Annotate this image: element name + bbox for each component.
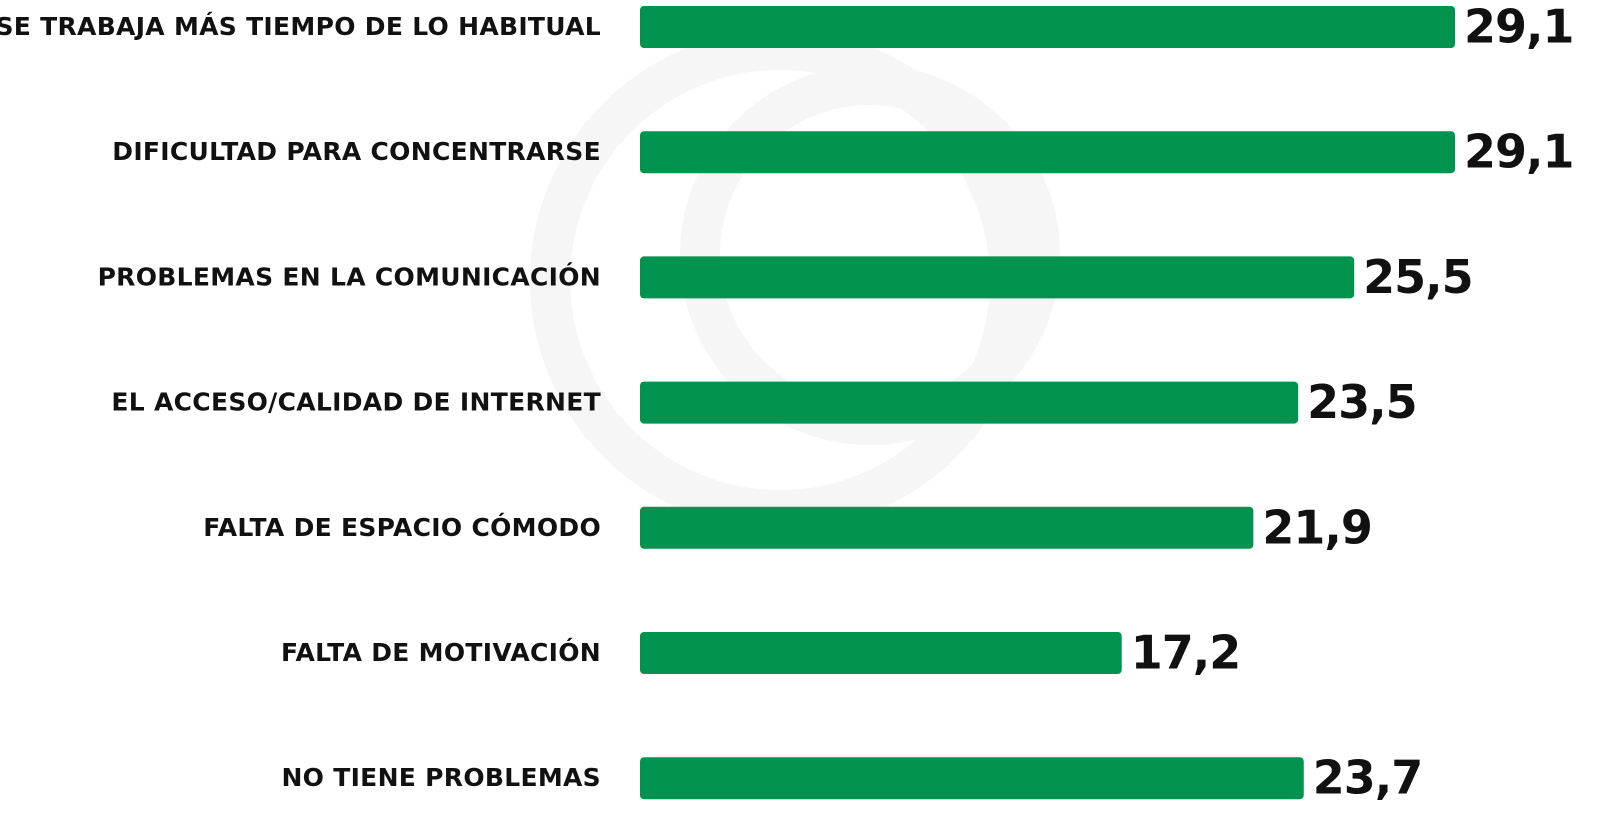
value-label: 29,1 bbox=[1464, 125, 1574, 179]
bar bbox=[640, 632, 1122, 674]
value-label: 17,2 bbox=[1131, 626, 1241, 680]
bar bbox=[640, 131, 1455, 174]
value-label: 25,5 bbox=[1363, 250, 1473, 304]
value-label: 23,7 bbox=[1313, 751, 1423, 805]
bar bbox=[640, 381, 1299, 424]
value-label: 21,9 bbox=[1262, 500, 1372, 554]
bar bbox=[640, 506, 1254, 549]
bar bbox=[640, 256, 1355, 299]
value-label: 23,5 bbox=[1307, 375, 1417, 429]
category-label: SE TRABAJA MÁS TIEMPO DE LO HABITUAL bbox=[0, 12, 601, 41]
category-label: EL ACCESO/CALIDAD DE INTERNET bbox=[111, 388, 601, 417]
category-label: NO TIENE PROBLEMAS bbox=[281, 763, 601, 792]
category-label: DIFICULTAD PARA CONCENTRARSE bbox=[112, 137, 601, 166]
value-label: 29,1 bbox=[1464, 0, 1574, 54]
bar bbox=[640, 6, 1455, 48]
category-label: FALTA DE MOTIVACIÓN bbox=[281, 637, 601, 667]
bar bbox=[640, 757, 1304, 800]
category-label: FALTA DE ESPACIO CÓMODO bbox=[203, 512, 601, 542]
category-label: PROBLEMAS EN LA COMUNICACIÓN bbox=[98, 261, 601, 291]
